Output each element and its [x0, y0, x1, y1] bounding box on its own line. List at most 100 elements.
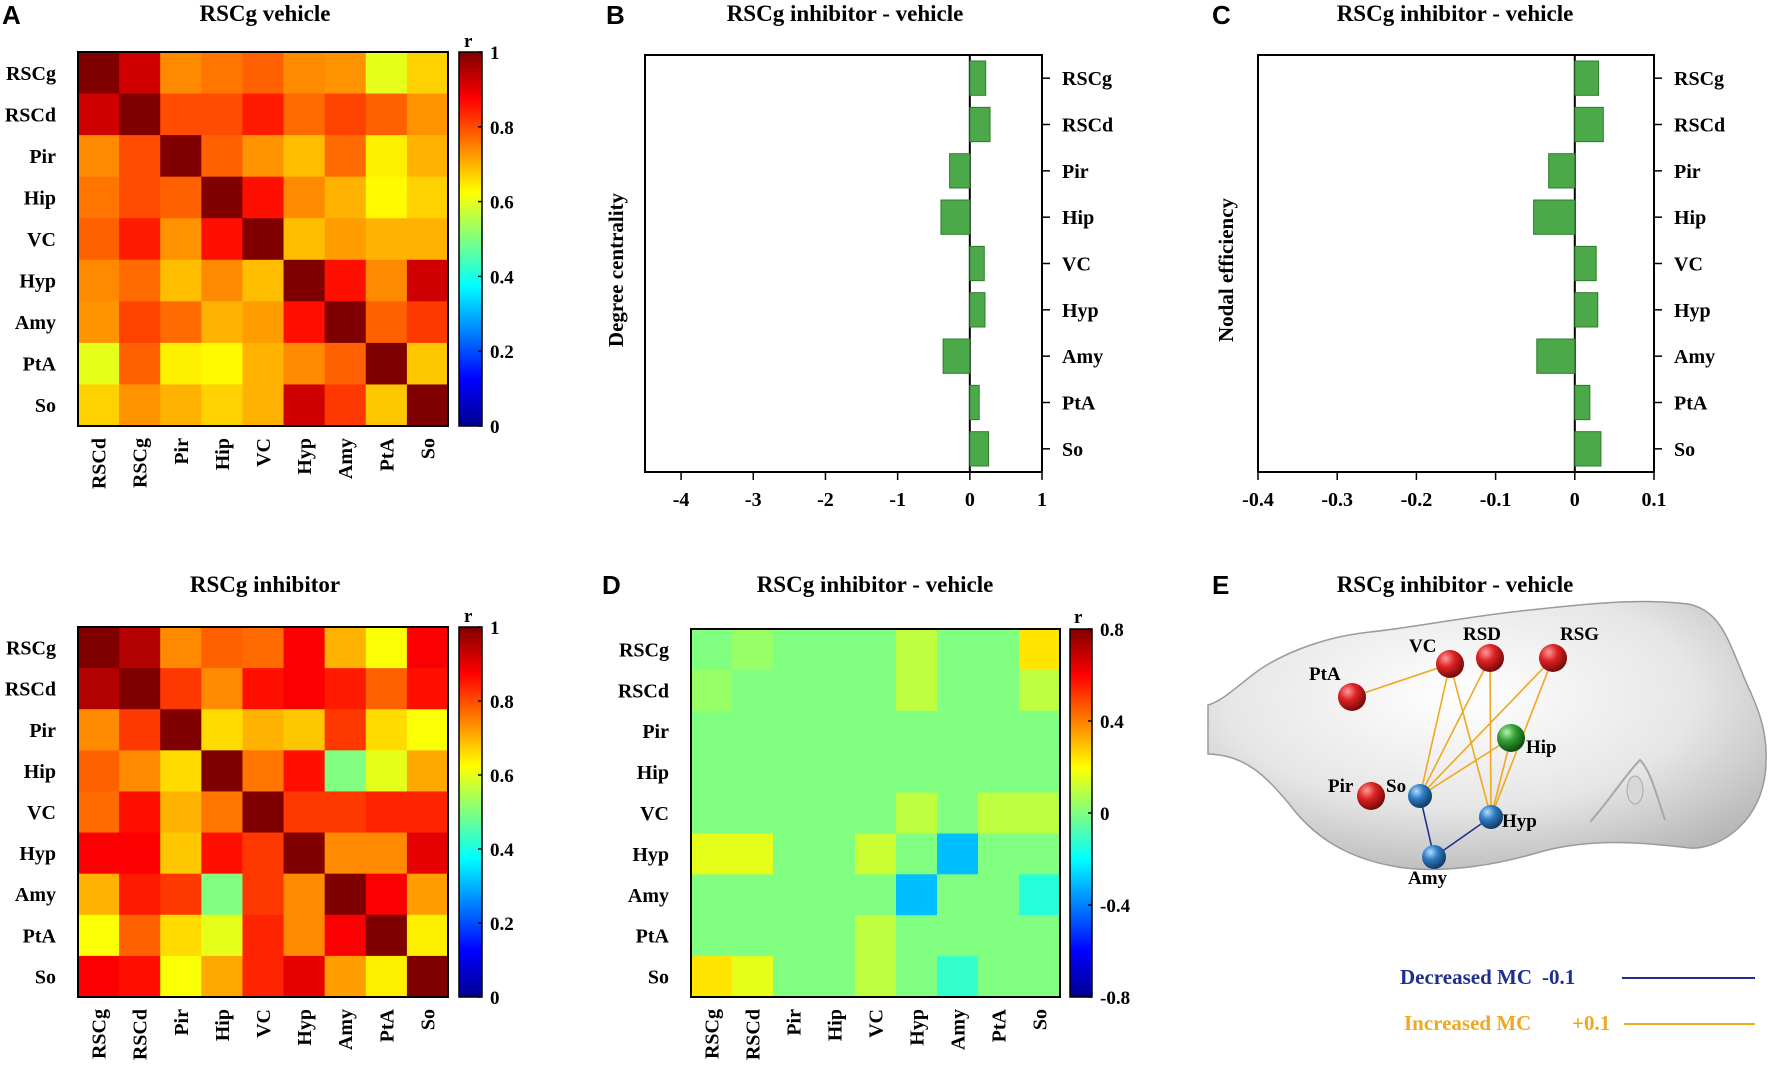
row-label: So — [648, 967, 669, 989]
row-label: Pir — [29, 146, 56, 168]
heatmap-cell — [119, 791, 161, 834]
heatmap-cell — [896, 956, 938, 998]
bar — [1574, 292, 1599, 328]
x-tick-label: 0.1 — [1642, 489, 1667, 511]
heatmap-cell — [1019, 833, 1061, 875]
heatmap-cell — [324, 914, 367, 957]
colorbar-tick-label: 1 — [490, 43, 500, 64]
heatmap-cell — [937, 629, 979, 671]
row-label: Pir — [29, 720, 56, 742]
heatmap-cell — [324, 384, 367, 427]
heatmap-cell — [691, 751, 733, 794]
heatmap-cell — [160, 750, 202, 793]
node-label: Hip — [1526, 737, 1557, 758]
heatmap-cell — [896, 915, 938, 957]
heatmap-cell — [119, 627, 161, 669]
panel-letter-a: A — [2, 0, 21, 30]
heatmap-cell — [324, 791, 367, 834]
column-label: So — [417, 1009, 439, 1030]
heatmap-cell — [160, 955, 202, 998]
colorbar-label: r — [464, 31, 473, 52]
heatmap-cell — [406, 384, 449, 427]
bar — [1574, 106, 1604, 143]
x-tick-label: -0.2 — [1401, 489, 1433, 511]
heatmap-cell — [773, 915, 815, 957]
heatmap-cell — [324, 709, 367, 751]
category-label: VC — [1674, 254, 1703, 276]
heatmap-cell — [78, 668, 120, 710]
heatmap-cell — [283, 52, 326, 95]
heatmap-cell — [119, 914, 161, 957]
heatmap-cell — [773, 669, 815, 712]
heatmap-cell — [78, 955, 120, 998]
heatmap-cell — [201, 627, 244, 669]
node-label: So — [1386, 776, 1406, 797]
heatmap-cell — [160, 873, 202, 916]
heatmap-cell — [365, 342, 408, 386]
heatmap-cell — [406, 914, 449, 957]
heatmap-cell — [1019, 956, 1061, 998]
bar — [949, 153, 971, 189]
heatmap-cell — [160, 135, 202, 178]
heatmap-cell — [1019, 629, 1061, 671]
node-label: RSD — [1463, 624, 1501, 645]
legend-decreased-label: Decreased MC — [1400, 965, 1532, 989]
heatmap-cell — [814, 792, 856, 835]
heatmap-cell — [283, 342, 326, 386]
colorbar-tick-label: 0.6 — [490, 766, 514, 787]
row-label: PtA — [23, 354, 57, 376]
colorbar-tick-label: 0.4 — [490, 840, 514, 861]
heatmap-cell — [119, 93, 161, 136]
heatmap-cell — [119, 301, 161, 344]
colorbar-tick-label: 0.8 — [490, 692, 514, 713]
heatmap-cell — [242, 627, 285, 669]
heatmap-cell — [365, 709, 408, 751]
heatmap-cell — [119, 873, 161, 916]
row-label: Amy — [15, 884, 56, 906]
row-label: Hyp — [632, 844, 669, 866]
heatmap-cell — [732, 751, 774, 794]
heatmap-cell — [365, 176, 408, 219]
heatmap-cell — [691, 915, 733, 957]
heatmap-cell — [201, 259, 244, 302]
heatmap-cell — [732, 915, 774, 957]
heatmap-title: RSCg inhibitor - vehicle — [757, 572, 994, 597]
heatmap-cell — [732, 792, 774, 835]
heatmap-cell — [937, 956, 979, 998]
heatmap-cell — [814, 874, 856, 916]
heatmap-cell — [896, 833, 938, 875]
heatmap-cell — [160, 93, 202, 136]
row-label: VC — [27, 802, 56, 824]
heatmap-cell — [324, 93, 367, 136]
heatmap-cell — [773, 956, 815, 998]
network-node — [1497, 724, 1525, 752]
network-edge — [1419, 657, 1554, 797]
heatmap-cell — [119, 955, 161, 998]
heatmap-cell — [365, 750, 408, 793]
heatmap-cell — [283, 709, 326, 751]
heatmap-cell — [78, 135, 120, 178]
heatmap-cell — [365, 832, 408, 875]
heatmap-cell — [283, 218, 326, 261]
heatmap-cell — [160, 218, 202, 261]
brain-surface — [1207, 600, 1767, 871]
heatmap-cell — [160, 914, 202, 957]
heatmap-cell — [855, 956, 897, 998]
heatmap-cell — [855, 751, 897, 794]
heatmap-cell — [78, 384, 120, 427]
column-label: RSCg — [89, 1009, 111, 1059]
brain-ridge — [1589, 758, 1666, 823]
network-edge — [1419, 663, 1451, 797]
colorbar-tick-label: 0.8 — [490, 118, 514, 139]
heatmap-cell — [201, 955, 244, 998]
heatmap-cell — [160, 832, 202, 875]
column-label: Hip — [212, 1009, 234, 1041]
heatmap-cell — [119, 218, 161, 261]
panel-letter-b: B — [606, 0, 625, 30]
heatmap-cell — [691, 669, 733, 712]
heatmap-cell — [1019, 669, 1061, 712]
heatmap-cell — [201, 668, 244, 710]
category-label: Pir — [1674, 161, 1701, 183]
heatmap-cell — [119, 709, 161, 751]
heatmap-cell — [978, 629, 1020, 671]
